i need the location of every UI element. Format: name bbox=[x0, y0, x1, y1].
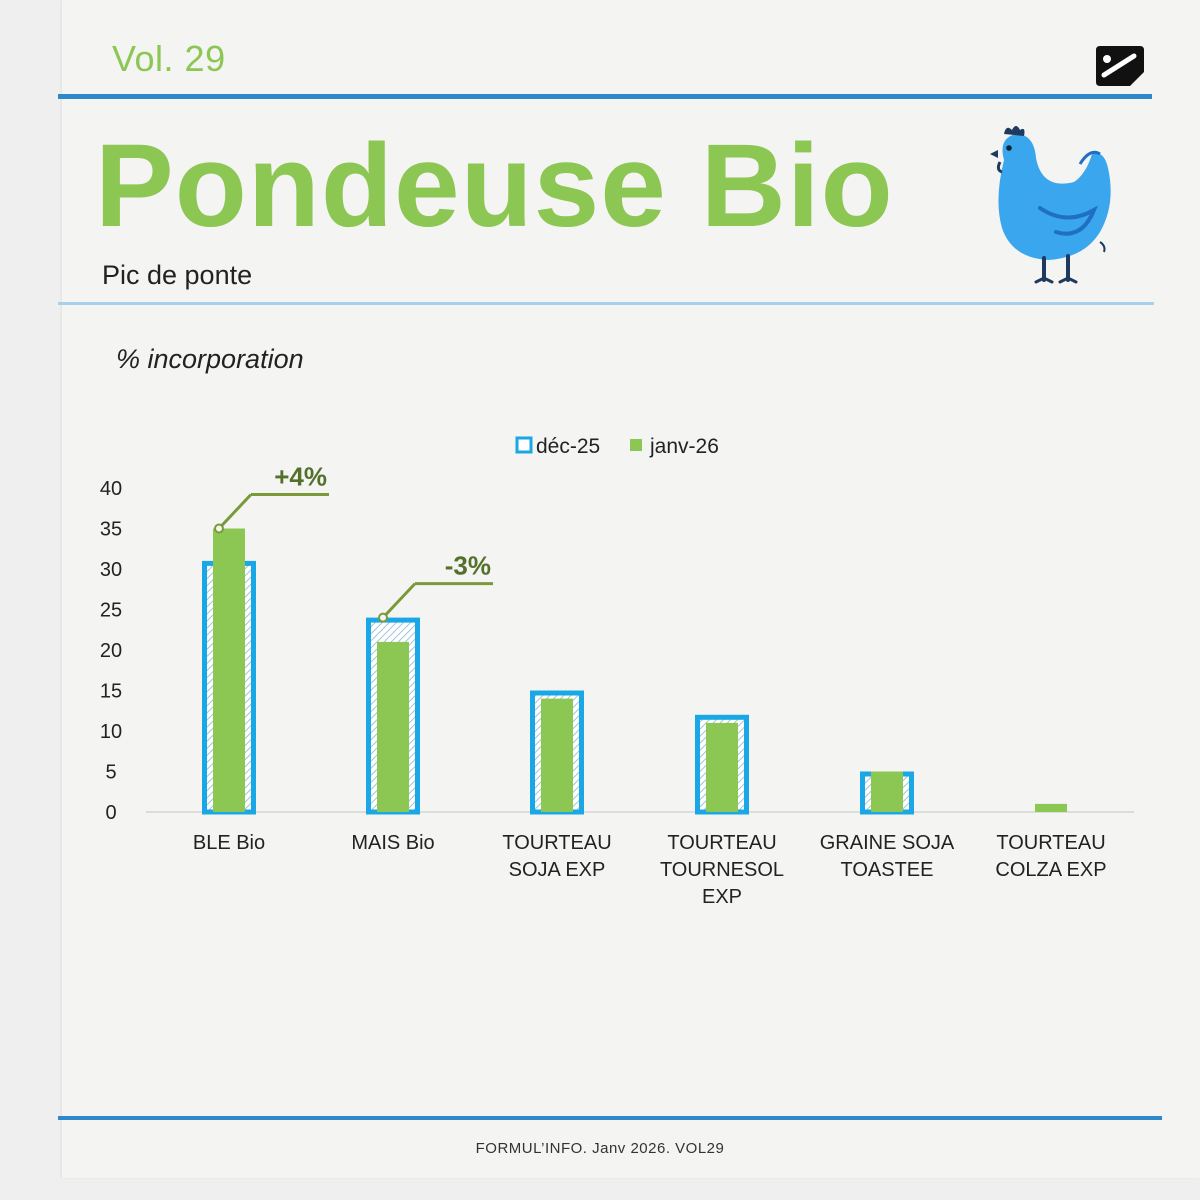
bar-janv-26 bbox=[1035, 803, 1067, 812]
legend-label: déc-25 bbox=[536, 435, 600, 458]
page-title: Pondeuse Bio bbox=[95, 120, 894, 252]
annotation-dot bbox=[214, 523, 224, 534]
x-tick-label: TOURNESOL bbox=[660, 859, 784, 881]
y-tick-label: 0 bbox=[105, 802, 116, 824]
x-tick-label: TOURTEAU bbox=[502, 832, 611, 854]
bar-janv-26 bbox=[213, 528, 245, 812]
y-tick-label: 10 bbox=[100, 721, 122, 743]
footer-credit: FORMUL’INFO. Janv 2026. VOL29 bbox=[475, 1140, 725, 1157]
x-tick-label: TOURTEAU bbox=[996, 832, 1105, 854]
page-subtitle: Pic de ponte bbox=[102, 260, 253, 290]
header-divider bbox=[58, 302, 1154, 305]
legend-swatch-janv-26 bbox=[630, 439, 642, 451]
annotation-label: -3% bbox=[445, 551, 491, 581]
x-tick-label: BLE Bio bbox=[193, 832, 265, 854]
annotation-leader bbox=[217, 493, 253, 530]
legend-swatch-dec-25 bbox=[515, 436, 533, 454]
y-tick-label: 25 bbox=[100, 600, 122, 622]
bar-janv-26 bbox=[871, 771, 903, 812]
bar-janv-26 bbox=[541, 698, 573, 812]
x-tick-label: GRAINE SOJA bbox=[820, 832, 955, 854]
x-tick-label: COLZA EXP bbox=[995, 859, 1106, 881]
y-axis-unit-label: % incorporation bbox=[116, 344, 304, 374]
x-tick-label: SOJA EXP bbox=[509, 859, 606, 881]
hen-icon bbox=[990, 126, 1111, 284]
bar-janv-26 bbox=[377, 641, 409, 812]
y-tick-label: 30 bbox=[100, 559, 122, 581]
x-tick-label: EXP bbox=[702, 886, 742, 908]
annotation-leader bbox=[381, 582, 417, 619]
y-tick-label: 35 bbox=[100, 519, 122, 541]
annotation-label: +4% bbox=[274, 462, 327, 492]
x-tick-label: TOASTEE bbox=[841, 859, 934, 881]
y-tick-label: 40 bbox=[100, 478, 122, 500]
volume-label: Vol. 29 bbox=[112, 38, 226, 79]
annotation-dot bbox=[378, 612, 388, 623]
brand-logo-icon bbox=[1096, 46, 1144, 86]
y-tick-label: 15 bbox=[100, 681, 122, 703]
bar-janv-26 bbox=[706, 722, 738, 812]
x-tick-label: MAIS Bio bbox=[351, 832, 434, 854]
y-tick-label: 5 bbox=[105, 762, 116, 784]
y-tick-label: 20 bbox=[100, 640, 122, 662]
x-tick-label: TOURTEAU bbox=[667, 832, 776, 854]
top-divider bbox=[58, 94, 1152, 99]
legend-label: janv-26 bbox=[649, 435, 719, 458]
bottom-divider bbox=[58, 1116, 1162, 1120]
